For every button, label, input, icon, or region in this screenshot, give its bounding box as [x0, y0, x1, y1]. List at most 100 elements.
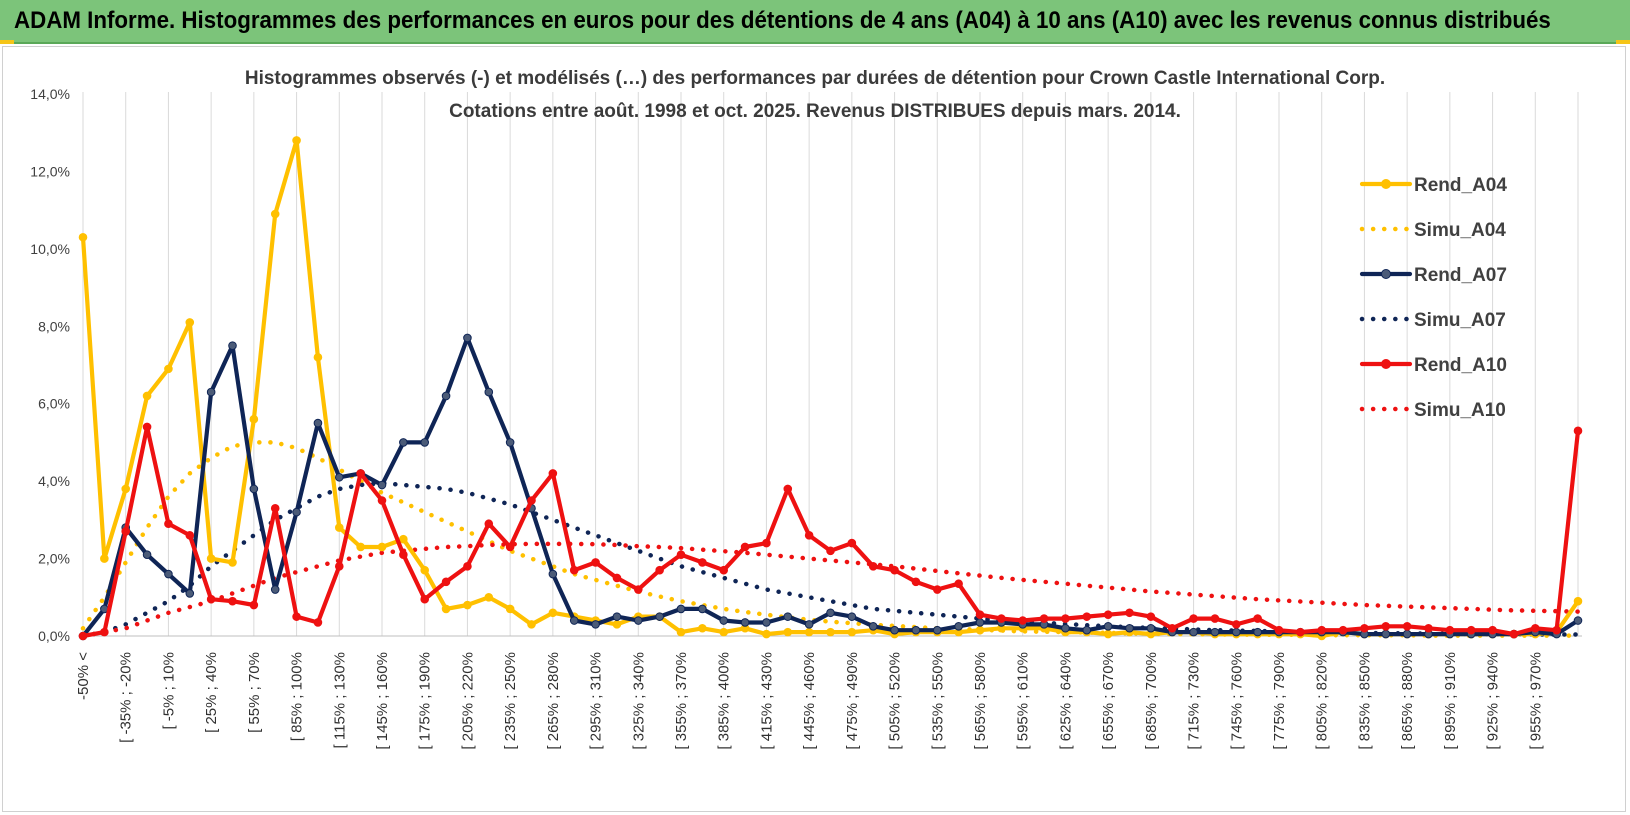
chart-frame	[2, 46, 1626, 812]
data-point	[420, 594, 430, 604]
data-point	[698, 558, 707, 567]
data-point	[463, 333, 472, 343]
report-title: ADAM Informe. Histogrammes des performan…	[14, 7, 1551, 34]
data-point	[826, 608, 835, 618]
data-point	[719, 627, 729, 637]
legend-label: Rend_A07	[1414, 265, 1507, 286]
data-point	[313, 618, 323, 627]
data-point	[1189, 614, 1198, 623]
legend-marker	[1381, 359, 1391, 369]
data-point	[954, 579, 963, 589]
x-tick-label: [ 235% ; 250%	[502, 652, 519, 750]
legend-label: Rend_A10	[1414, 355, 1507, 376]
x-tick-label: [ 565% ; 580%	[972, 652, 989, 750]
corner-accent-left	[0, 40, 14, 44]
data-point	[1530, 623, 1540, 633]
data-point	[1253, 614, 1262, 623]
data-point	[1061, 623, 1070, 633]
series-lines	[78, 136, 1583, 641]
data-point	[1274, 625, 1284, 635]
data-point	[399, 534, 408, 544]
data-point	[569, 565, 579, 575]
data-point	[1189, 627, 1198, 637]
data-point	[1317, 625, 1327, 635]
data-point	[377, 480, 387, 490]
data-point	[783, 627, 793, 637]
data-point	[1509, 629, 1519, 639]
data-point	[121, 527, 131, 536]
chart-title: Histogrammes observés (-) et modélisés (…	[245, 68, 1385, 89]
data-point	[249, 600, 259, 610]
data-point	[206, 387, 216, 397]
data-point	[142, 422, 152, 432]
data-point	[997, 614, 1006, 623]
data-point	[1210, 614, 1220, 623]
x-tick-label: [ 265% ; 280%	[545, 652, 562, 750]
legend-marker	[1381, 269, 1391, 279]
data-point	[356, 469, 365, 478]
data-point	[591, 558, 600, 567]
data-point	[228, 596, 237, 606]
data-point	[420, 565, 430, 575]
x-tick-label: [ -35% ; -20%	[118, 652, 135, 743]
data-point	[270, 209, 280, 219]
data-point	[249, 484, 259, 494]
data-point	[932, 625, 942, 635]
data-point	[1360, 623, 1369, 633]
data-point	[142, 391, 152, 401]
data-point	[228, 558, 237, 567]
data-point	[676, 627, 686, 637]
data-point	[676, 550, 686, 560]
data-point	[206, 554, 216, 563]
data-point	[975, 610, 985, 620]
chart-subtitle: Cotations entre août. 1998 et oct. 2025.…	[449, 101, 1181, 122]
data-point	[164, 569, 173, 579]
x-tick-label: -50% <	[75, 652, 92, 700]
data-point	[1146, 623, 1156, 633]
y-tick-label: 8,0%	[38, 318, 70, 334]
data-point	[249, 414, 259, 424]
data-point	[612, 573, 622, 583]
data-point	[441, 577, 451, 587]
data-point	[270, 503, 280, 513]
legend-marker	[1381, 179, 1391, 189]
data-point	[1210, 627, 1220, 637]
x-tick-label: [ 895% ; 910%	[1442, 652, 1459, 750]
data-point	[292, 136, 301, 145]
data-point	[100, 627, 109, 637]
data-point	[1573, 426, 1583, 436]
data-point	[527, 620, 536, 629]
data-point	[1103, 610, 1113, 620]
legend-label: Simu_A04	[1414, 220, 1506, 241]
data-point	[1424, 623, 1433, 633]
data-point	[591, 620, 600, 629]
data-point	[655, 612, 664, 621]
y-tick-label: 12,0%	[30, 163, 70, 179]
data-point	[783, 612, 793, 621]
x-tick-label: [ 805% ; 820%	[1314, 652, 1331, 750]
data-point	[655, 565, 664, 575]
data-point	[633, 585, 643, 594]
data-point	[847, 612, 857, 621]
data-point	[569, 616, 579, 625]
data-point	[1296, 627, 1305, 637]
x-tick-label: [ 25% ; 40%	[203, 652, 220, 733]
data-point	[762, 629, 771, 639]
x-tick-label: [ 925% ; 940%	[1485, 652, 1502, 750]
data-point	[505, 542, 515, 552]
x-tick-label: [ 295% ; 310%	[588, 652, 605, 750]
x-tick-label: [ 715% ; 730%	[1186, 652, 1203, 750]
data-point	[612, 612, 622, 621]
y-tick-label: 4,0%	[38, 473, 70, 489]
data-point	[463, 600, 472, 610]
x-tick-label: [ 115% ; 130%	[331, 652, 348, 748]
legend-label: Rend_A04	[1414, 175, 1507, 196]
data-point	[1573, 616, 1583, 625]
data-point	[804, 531, 814, 540]
data-point	[1125, 608, 1134, 618]
data-point	[633, 616, 643, 625]
x-tick-label: [ 685% ; 700%	[1143, 652, 1160, 750]
data-point	[441, 391, 451, 401]
data-point	[740, 542, 750, 552]
data-point	[270, 585, 280, 594]
